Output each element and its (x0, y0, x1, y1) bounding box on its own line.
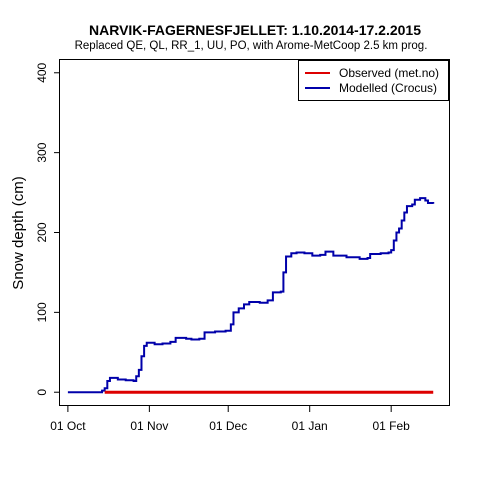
x-tick-label: 01 Feb (372, 419, 410, 433)
x-tick-label: 01 Oct (50, 419, 86, 433)
chart-subtitle: Replaced QE, QL, RR_1, UU, PO, with Arom… (75, 40, 428, 52)
y-tick-label: 400 (35, 62, 49, 82)
y-tick-label: 200 (35, 222, 49, 242)
y-tick-label: 300 (35, 142, 49, 162)
y-axis-label: Snow depth (cm) (10, 176, 27, 289)
x-tick-label: 01 Jan (292, 419, 328, 433)
y-tick-label: 100 (35, 302, 49, 322)
series-line-modelled (67, 197, 435, 394)
x-axis: 01 Oct 01 Nov 01 Dec 01 Jan 01 Feb (50, 405, 410, 433)
series-layer (67, 197, 435, 394)
y-tick-label: 0 (35, 389, 49, 396)
x-tick-label: 01 Dec (209, 419, 247, 433)
legend-label-observed: Observed (met.no) (339, 66, 439, 80)
plot-frame (59, 59, 450, 406)
legend: Observed (met.no) Modelled (Crocus) (298, 60, 449, 101)
y-axis: 0 100 200 300 400 (35, 62, 60, 396)
legend-box (298, 60, 449, 101)
x-tick-label: 01 Nov (130, 419, 168, 433)
legend-label-modelled: Modelled (Crocus) (339, 81, 437, 95)
chart-title: NARVIK-FAGERNESFJELLET: 1.10.2014-17.2.2… (89, 22, 421, 38)
